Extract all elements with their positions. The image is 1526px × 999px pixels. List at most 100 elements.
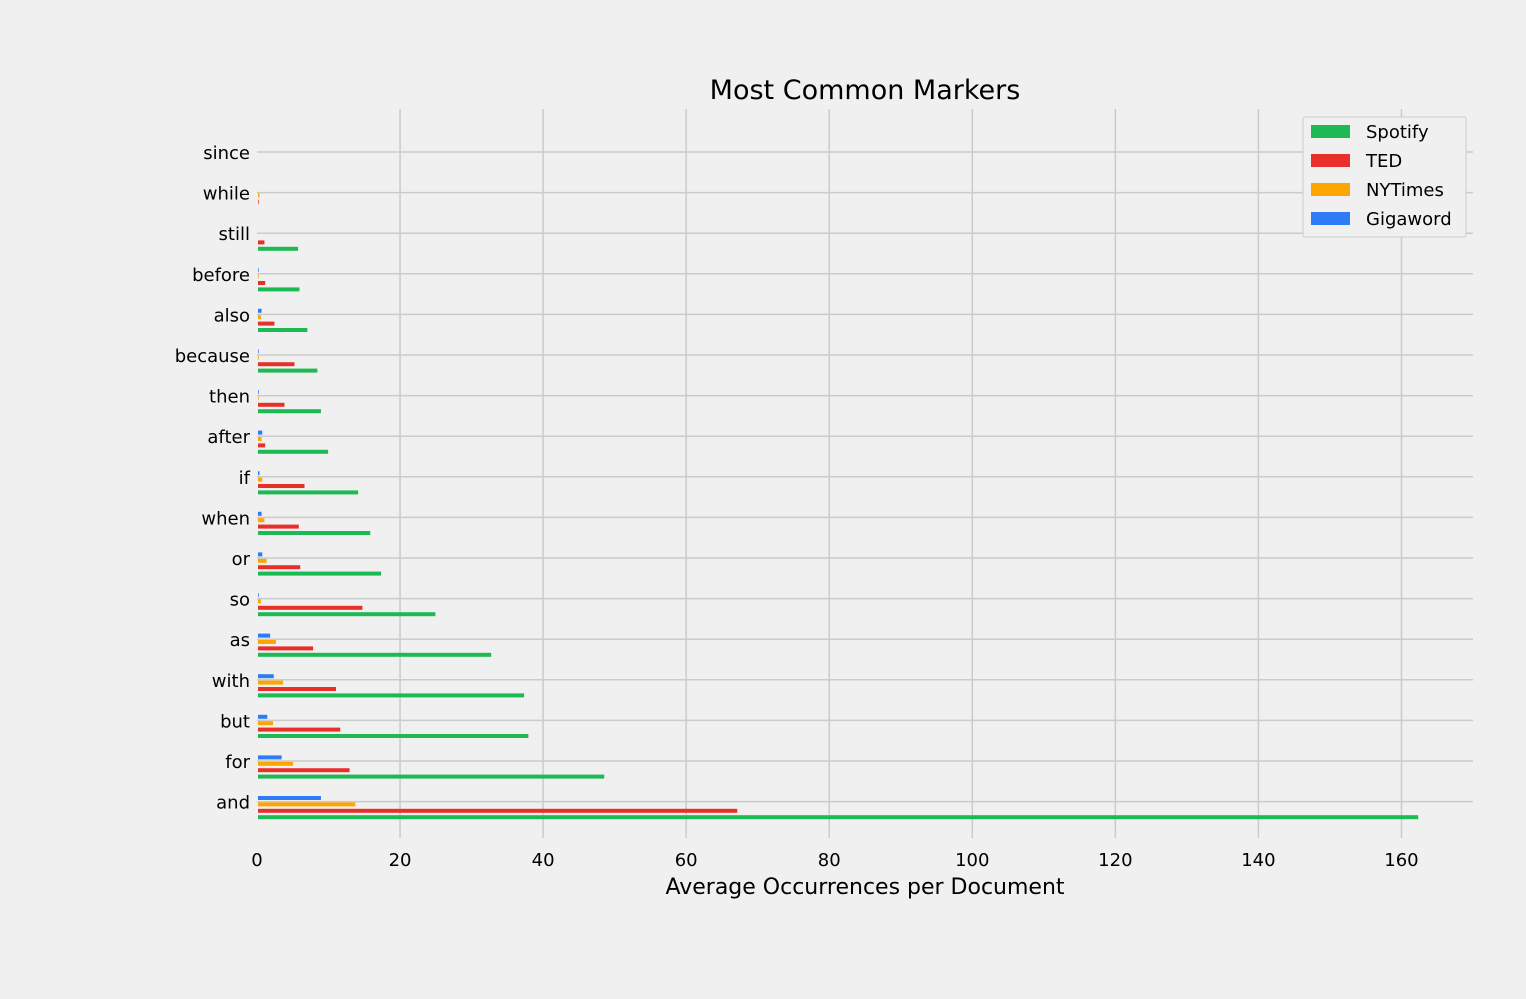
bar-ted-or — [258, 565, 301, 570]
x-tick-label: 60 — [675, 850, 698, 871]
y-tick-label-still: still — [219, 224, 250, 245]
bar-spotify-before — [258, 287, 300, 292]
bar-nytimes-because — [258, 355, 259, 360]
y-tick-label-but: but — [220, 711, 250, 732]
bar-spotify-after — [258, 449, 329, 454]
legend-swatch-nytimes — [1311, 183, 1350, 196]
y-tick-label-while: while — [203, 184, 250, 205]
bar-gigaword-as — [258, 633, 271, 638]
legend: Spotify TED NYTimes Gigaword — [1302, 116, 1467, 238]
x-tick-label: 20 — [389, 850, 412, 871]
bar-spotify-with — [258, 693, 525, 698]
bar-spotify-but — [258, 734, 529, 738]
y-tick-label-when: when — [201, 508, 250, 529]
bar-gigaword-with — [258, 674, 274, 679]
bar-nytimes-also — [258, 315, 261, 320]
bar-nytimes-but — [258, 721, 274, 726]
x-tick-label: 100 — [955, 850, 989, 871]
bar-ted-and — [258, 808, 738, 813]
y-tick-label-so: so — [230, 590, 250, 611]
y-tick-label-also: also — [214, 305, 250, 326]
bar-gigaword-before — [258, 268, 259, 273]
bar-ted-if — [258, 484, 305, 488]
bar-nytimes-with — [258, 680, 284, 685]
bar-spotify-so — [258, 612, 436, 617]
bar-ted-after — [258, 443, 266, 448]
x-axis-title: Average Occurrences per Document — [665, 875, 1064, 900]
legend-label-gigaword: Gigaword — [1366, 209, 1452, 230]
x-tick-label: 120 — [1098, 850, 1132, 871]
x-tick-label: 0 — [251, 850, 262, 871]
y-tick-labels: and for but with as so or when if after then becaus… — [175, 143, 251, 814]
bar-gigaword-so — [258, 593, 259, 597]
bar-spotify-and — [258, 815, 1419, 820]
bar-spotify-then — [258, 409, 321, 414]
y-tick-label-and: and — [216, 793, 250, 814]
bar-spotify-for — [258, 774, 605, 779]
bar-ted-for — [258, 768, 350, 773]
bar-ted-while — [258, 199, 259, 204]
bar-gigaword-and — [258, 796, 321, 800]
bar-nytimes-when — [258, 518, 265, 523]
bar-nytimes-if — [258, 477, 263, 482]
x-tick-labels: 0 20 40 60 80 100 120 140 160 — [251, 850, 1418, 871]
bar-spotify-when — [258, 531, 371, 535]
y-tick-label-as: as — [230, 630, 250, 651]
legend-swatch-ted — [1311, 154, 1350, 167]
bar-nytimes-as — [258, 640, 276, 644]
bar-spotify-still — [258, 246, 299, 251]
bar-nytimes-while — [258, 193, 260, 198]
bar-nytimes-and — [258, 802, 356, 807]
bar-gigaword-because — [258, 349, 259, 354]
y-tick-label-or: or — [232, 549, 251, 570]
bar-ted-then — [258, 402, 285, 407]
legend-label-ted: TED — [1365, 151, 1402, 172]
y-tick-label-then: then — [209, 387, 250, 408]
bar-nytimes-after — [258, 437, 262, 441]
bar-gigaword-for — [258, 755, 282, 760]
bar-nytimes-before — [258, 274, 259, 279]
y-tick-label-with: with — [212, 671, 250, 692]
bar-ted-with — [258, 687, 336, 691]
chart-title: Most Common Markers — [710, 75, 1021, 106]
bar-gigaword-then — [258, 390, 259, 394]
legend-frame — [1302, 116, 1467, 238]
bar-nytimes-or — [258, 558, 267, 563]
bar-gigaword-when — [258, 511, 262, 516]
bar-ted-so — [258, 605, 363, 610]
y-tick-label-before: before — [192, 265, 250, 286]
legend-label-spotify: Spotify — [1366, 122, 1429, 143]
y-tick-label-after: after — [207, 427, 250, 448]
bar-nytimes-so — [258, 599, 261, 604]
bar-ted-as — [258, 646, 314, 651]
x-tick-label: 140 — [1241, 850, 1275, 871]
y-tick-label-because: because — [175, 346, 250, 367]
bar-gigaword-but — [258, 714, 268, 719]
y-tick-label-for: for — [225, 752, 250, 773]
bar-ted-before — [258, 281, 266, 285]
bar-gigaword-or — [258, 552, 263, 557]
bar-gigaword-if — [258, 471, 260, 476]
horizontal-gridlines — [257, 151, 1473, 803]
bar-ted-when — [258, 524, 299, 529]
bar-ted-but — [258, 727, 341, 732]
bar-spotify-as — [258, 652, 492, 657]
legend-swatch-gigaword — [1311, 212, 1350, 225]
bar-ted-because — [258, 362, 295, 367]
bar-spotify-if — [258, 490, 359, 495]
bar-nytimes-for — [258, 761, 294, 766]
legend-label-nytimes: NYTimes — [1366, 180, 1444, 201]
x-tick-label: 40 — [532, 850, 555, 871]
x-tick-label: 160 — [1384, 850, 1418, 871]
bar-spotify-because — [258, 368, 318, 373]
bar-spotify-or — [258, 571, 382, 576]
bar-gigaword-after — [258, 430, 263, 435]
legend-swatch-spotify — [1311, 125, 1350, 138]
bar-ted-still — [258, 240, 265, 245]
x-tick-label: 80 — [818, 850, 841, 871]
bar-spotify-also — [258, 328, 308, 332]
bar-ted-also — [258, 321, 275, 326]
bar-gigaword-also — [258, 308, 262, 313]
